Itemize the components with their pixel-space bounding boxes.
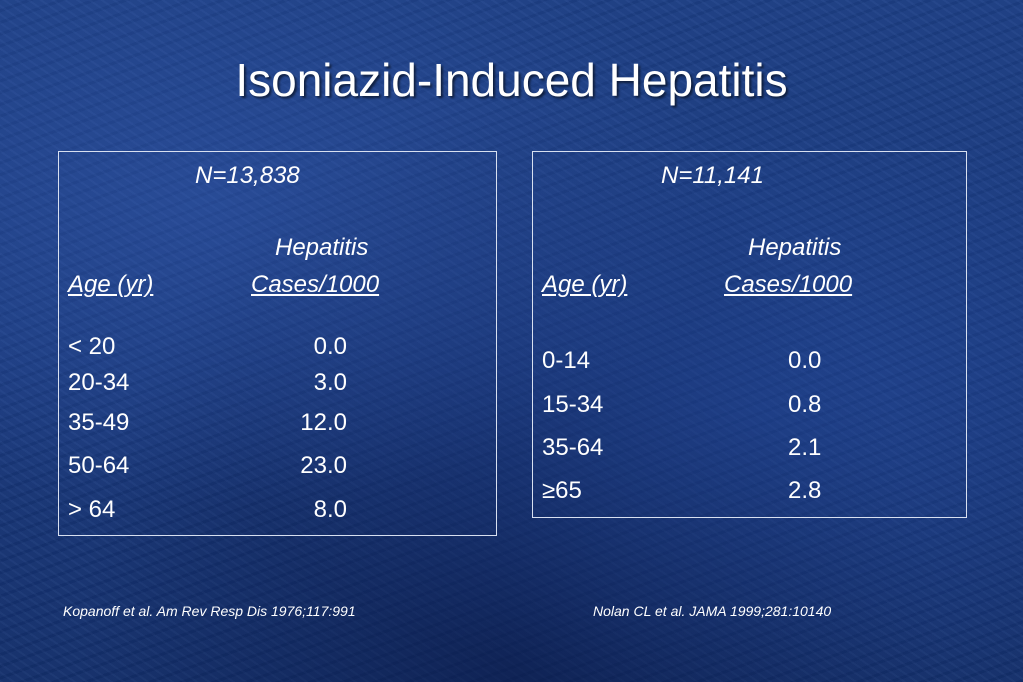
right-row-age: 0-14 [542,347,591,374]
left-hepatitis-header: Hepatitis [275,234,369,261]
left-cases-header: Cases/1000 [251,271,380,298]
left-row-age: 20-34 [68,369,130,396]
right-row-age: ≥65 [542,477,582,504]
left-row-age: 50-64 [68,452,130,479]
left-age-header: Age (yr) [68,270,229,300]
right-cases-header: Cases/1000 [724,271,853,298]
left-row-age: 35-49 [68,409,130,436]
left-age-header-text: Age (yr) [68,271,154,298]
right-row-age: 35-64 [542,434,604,461]
left-table-panel [58,151,497,536]
right-table-panel [532,151,967,518]
left-row-cases: 0.0 [313,333,347,360]
slide-title: Isoniazid-Induced Hepatitis [235,54,788,106]
right-n-label: N=11,141 [661,162,764,189]
right-hepatitis-header: Hepatitis [748,234,842,261]
right-row-age: 15-34 [542,391,604,418]
left-row-cases: 8.0 [313,496,347,523]
left-row-cases: 12.0 [300,409,347,436]
left-row-age: > 64 [68,496,116,523]
right-row-cases: 2.1 [788,434,822,461]
left-row-cases: 3.0 [313,369,347,396]
right-age-header: Age (yr) [542,271,628,298]
right-citation: Nolan CL et al. JAMA 1999;281:10140 [593,603,832,619]
left-row-cases: 23.0 [300,452,347,479]
left-n-label: N=13,838 [195,162,300,189]
right-row-cases: 0.0 [788,347,822,374]
right-row-cases: 2.8 [788,477,822,504]
right-row-cases: 0.8 [788,391,822,418]
left-row-age: < 20 [68,333,116,360]
left-citation: Kopanoff et al. Am Rev Resp Dis 1976;117… [63,603,356,619]
